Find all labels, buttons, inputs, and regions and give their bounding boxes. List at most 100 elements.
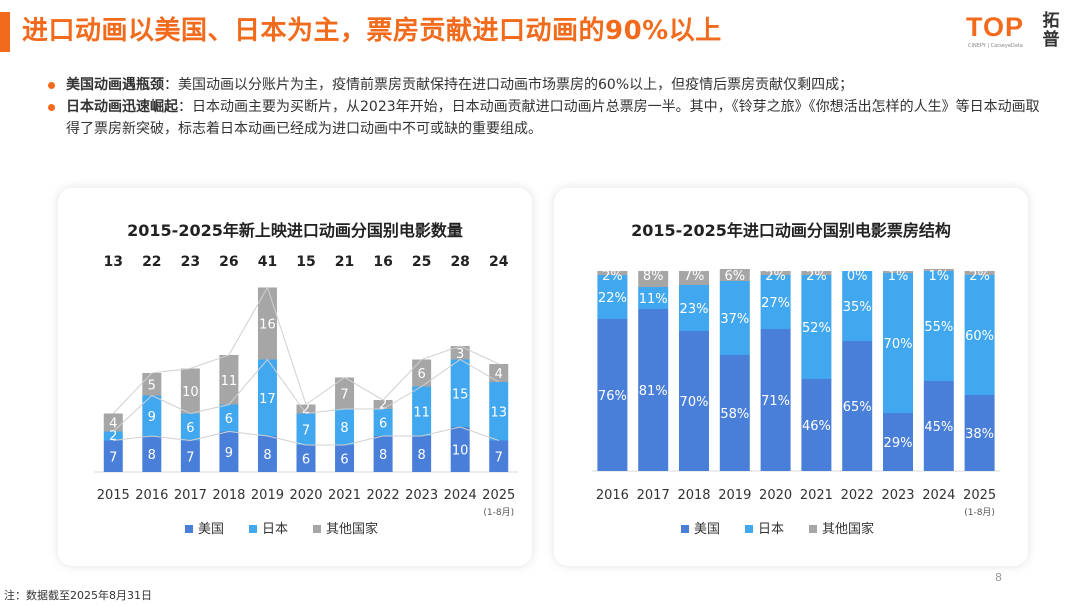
total-label-2022: 16 <box>373 254 392 270</box>
legend-swatch-japan <box>745 525 753 533</box>
bar-japan-2025 <box>489 382 509 441</box>
share-label-other-2021: 2% <box>806 269 827 284</box>
legend-label-usa: 美国 <box>198 522 224 537</box>
bullet-usa-head: 美国动画遇瓶颈 <box>66 77 164 93</box>
x-tick-2023: 2023 <box>881 488 914 503</box>
bar-japan-2016 <box>142 395 162 436</box>
share-label-usa-2018: 70% <box>680 395 709 410</box>
bar-label-usa-2017: 7 <box>186 450 194 465</box>
bar-japan-2020 <box>296 413 316 445</box>
total-label-2015: 13 <box>104 254 123 270</box>
share-bar-usa-2016 <box>597 319 628 471</box>
bar-other-2021 <box>335 377 355 409</box>
x-tick-2019: 2019 <box>718 488 751 503</box>
bar-usa-2024 <box>450 427 470 472</box>
bar-usa-2022 <box>373 436 393 472</box>
bar-usa-2025 <box>489 440 509 472</box>
total-label-2024: 28 <box>450 254 469 270</box>
share-label-other-2020: 2% <box>765 269 786 284</box>
share-chart: 76% 22% 2% 2016 81% 11% 8% 2017 70% 23% 7% 2018 58% 3… <box>592 269 1000 537</box>
share-bar-other-2018 <box>679 271 709 285</box>
bar-label-japan-2025: 13 <box>490 405 507 420</box>
legend-swatch-japan <box>249 525 257 533</box>
bar-label-other-2015: 4 <box>109 417 117 432</box>
share-bar-other-2016 <box>597 271 628 275</box>
bar-label-usa-2019: 8 <box>263 448 271 463</box>
x-tick-2020: 2020 <box>289 488 322 503</box>
legend-swatch-other <box>313 525 321 533</box>
share-bar-japan-2017 <box>638 287 669 309</box>
share-bar-other-2024 <box>923 269 954 271</box>
share-bar-usa-2019 <box>719 355 750 471</box>
share-label-other-2024: 1% <box>928 269 949 284</box>
x-tick-2016: 2016 <box>135 488 168 503</box>
share-bar-usa-2018 <box>679 331 709 471</box>
total-label-2021: 21 <box>335 254 354 270</box>
x-tick-note: (1-8月) <box>483 507 514 518</box>
share-label-japan-2016: 22% <box>598 291 627 306</box>
share-chart-card: 2015-2025年进口动画分国别电影票房结构 76% 22% 2% 2016 81% 1… <box>554 188 1028 566</box>
total-label-2020: 15 <box>296 254 315 270</box>
share-label-usa-2025: 38% <box>965 427 994 442</box>
share-label-japan-2022: 35% <box>843 300 872 315</box>
connector-line-japan <box>112 358 499 432</box>
x-tick-2020: 2020 <box>759 488 792 503</box>
total-label-2019: 41 <box>258 254 277 270</box>
x-tick-2022: 2022 <box>841 488 874 503</box>
x-tick-2023: 2023 <box>405 488 438 503</box>
connector-line-usa <box>113 426 499 446</box>
bar-label-other-2021: 7 <box>340 387 348 402</box>
x-tick-2019: 2019 <box>251 488 284 503</box>
bar-usa-2019 <box>257 436 277 472</box>
x-tick-2017: 2017 <box>174 488 207 503</box>
share-bar-japan-2024 <box>923 271 954 381</box>
share-bar-other-2020 <box>760 271 791 275</box>
legend-label-japan: 日本 <box>262 522 288 537</box>
bar-japan-2017 <box>180 413 200 441</box>
bar-label-japan-2021: 8 <box>340 421 348 436</box>
share-bar-usa-2024 <box>923 381 954 471</box>
share-label-usa-2022: 65% <box>843 400 872 415</box>
bar-other-2022 <box>373 400 393 409</box>
count-chart: 7241320158952220167610232017961126201881… <box>94 254 518 537</box>
share-bar-japan-2016 <box>597 275 628 319</box>
share-bar-usa-2023 <box>883 413 913 471</box>
bar-japan-2023 <box>412 386 432 436</box>
total-label-2017: 23 <box>181 254 200 270</box>
share-label-other-2025: 2% <box>969 269 990 284</box>
bar-label-japan-2017: 6 <box>186 421 194 436</box>
bar-other-2018 <box>219 355 239 405</box>
x-tick-2018: 2018 <box>677 488 710 503</box>
bar-other-2020 <box>296 404 316 414</box>
bar-label-japan-2020: 7 <box>302 423 310 438</box>
share-bar-japan-2021 <box>801 275 832 379</box>
bar-usa-2016 <box>142 436 162 472</box>
bar-label-usa-2024: 10 <box>452 444 469 459</box>
legend-label-usa: 美国 <box>694 522 720 537</box>
bar-label-japan-2023: 11 <box>413 405 430 420</box>
share-bar-usa-2017 <box>638 309 669 471</box>
share-label-japan-2025: 60% <box>965 329 994 344</box>
bar-japan-2024 <box>450 359 470 427</box>
share-label-other-2019: 6% <box>724 269 745 284</box>
total-label-2025: 24 <box>489 254 509 270</box>
bar-other-2023 <box>412 359 432 387</box>
bar-label-other-2019: 16 <box>259 318 276 333</box>
total-label-2016: 22 <box>142 254 161 270</box>
count-chart-title: 2015-2025年新上映进口动画分国别电影数量 <box>127 221 463 240</box>
share-chart-title: 2015-2025年进口动画分国别电影票房结构 <box>631 221 951 240</box>
bar-label-usa-2018: 9 <box>225 446 233 461</box>
logo-chinese: 拓普 <box>1042 11 1060 50</box>
share-label-japan-2023: 70% <box>884 337 913 352</box>
bar-label-usa-2022: 8 <box>379 448 387 463</box>
legend-swatch-usa <box>681 525 689 533</box>
legend-label-other: 其他国家 <box>326 521 378 537</box>
bar-other-2025 <box>489 364 509 382</box>
share-bar-other-2021 <box>801 271 832 275</box>
share-label-japan-2020: 27% <box>761 296 790 311</box>
x-tick-2025: 2025 <box>963 488 996 503</box>
share-bar-japan-2022 <box>842 271 873 341</box>
bar-label-other-2020: 2 <box>302 402 310 417</box>
share-label-japan-2021: 52% <box>802 321 831 336</box>
legend-swatch-usa <box>185 525 193 533</box>
